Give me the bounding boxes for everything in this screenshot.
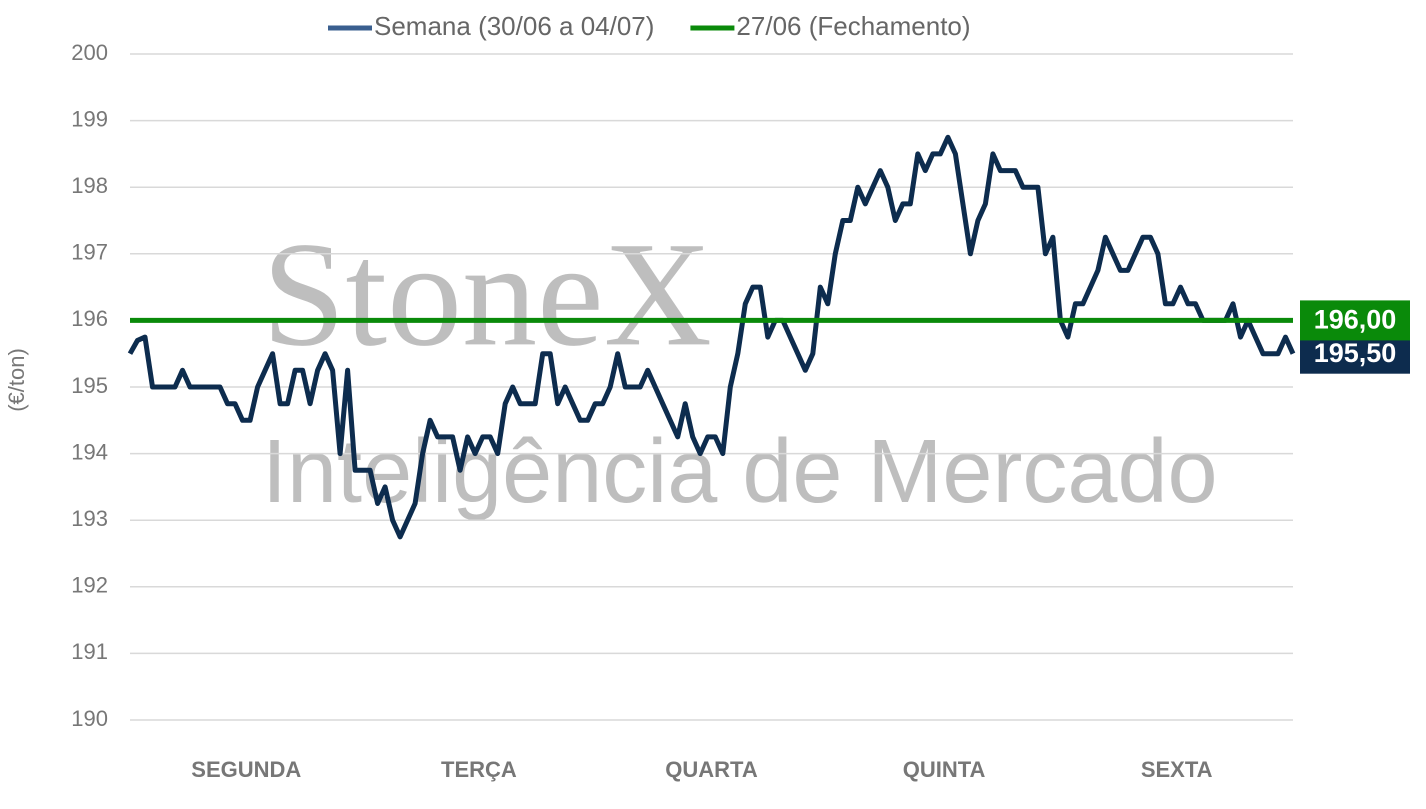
end-label: 196,00: [1314, 305, 1397, 335]
watermark: StoneX Inteligência de Mercado: [262, 211, 1218, 521]
y-tick-label: 199: [71, 106, 108, 131]
y-tick-label: 193: [71, 506, 108, 531]
watermark-brand: StoneX: [262, 211, 712, 377]
y-tick-label: 194: [71, 439, 108, 464]
end-label-box: [1300, 300, 1410, 341]
y-tick-label: 200: [71, 40, 108, 65]
y-tick-label: 197: [71, 240, 108, 265]
end-label: 195,50: [1314, 338, 1397, 368]
legend-label: 27/06 (Fechamento): [736, 11, 970, 41]
x-tick-label: QUINTA: [903, 757, 986, 782]
y-tick-label: 192: [71, 573, 108, 598]
y-tick-label: 196: [71, 306, 108, 331]
series-line: [127, 134, 1296, 540]
y-axis-label: (€/ton): [4, 348, 29, 412]
y-tick-label: 198: [71, 173, 108, 198]
y-tick-label: 190: [71, 706, 108, 731]
x-tick-label: QUARTA: [665, 757, 758, 782]
y-tick-label: 195: [71, 373, 108, 398]
x-tick-label: TERÇA: [441, 757, 517, 782]
watermark-sub: Inteligência de Mercado: [262, 422, 1218, 522]
legend-label: Semana (30/06 a 04/07): [374, 11, 654, 41]
x-tick-label: SEGUNDA: [191, 757, 301, 782]
x-tick-label: SEXTA: [1141, 757, 1213, 782]
y-tick-label: 191: [71, 639, 108, 664]
